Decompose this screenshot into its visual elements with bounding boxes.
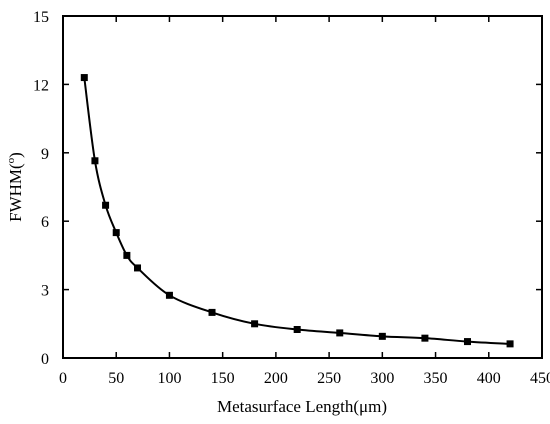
y-tick-label: 12	[33, 77, 49, 94]
plot-frame	[62, 15, 543, 359]
y-tick-label: 15	[33, 9, 49, 26]
x-axis-title: Metasurface Length(μm)	[217, 397, 387, 416]
y-axis-title: FWHM(o)	[5, 152, 25, 222]
data-point	[123, 251, 131, 259]
data-point	[134, 264, 142, 272]
data-markers	[80, 74, 514, 348]
axis-ticks	[62, 15, 543, 359]
data-point	[80, 74, 88, 82]
x-tick-label: 50	[108, 370, 124, 387]
data-point	[102, 201, 110, 209]
data-point	[251, 320, 259, 328]
x-tick-label: 400	[477, 370, 501, 387]
x-tick-label: 150	[211, 370, 235, 387]
x-tick-label: 200	[264, 370, 288, 387]
x-tick-label: 250	[317, 370, 341, 387]
x-tick-label: 300	[370, 370, 394, 387]
data-point	[165, 291, 173, 299]
y-axis-title-main: FWHM(	[6, 163, 25, 222]
data-point	[293, 326, 301, 333]
data-point	[506, 340, 514, 348]
y-tick-label: 9	[41, 146, 49, 163]
data-point	[112, 229, 120, 237]
x-tick-label: 100	[157, 370, 181, 387]
y-tick-labels: 0 3 6 9 12 15	[33, 9, 49, 368]
x-tick-label: 350	[424, 370, 448, 387]
data-point	[463, 338, 471, 346]
y-tick-label: 6	[41, 214, 49, 231]
y-tick-label: 3	[41, 283, 49, 300]
data-point	[336, 329, 344, 337]
x-tick-labels: 0 50 100 150 200 250 300 350 400 450	[59, 370, 550, 387]
data-point	[421, 334, 429, 342]
y-axis-title-close: )	[6, 152, 25, 158]
x-tick-label: 450	[530, 370, 550, 387]
series-line	[83, 77, 511, 345]
data-point	[208, 308, 216, 316]
y-axis-title-sup: o	[5, 157, 17, 163]
data-point	[91, 157, 99, 165]
data-point	[378, 332, 386, 340]
x-tick-label: 0	[59, 370, 67, 387]
y-tick-label: 0	[41, 351, 49, 368]
